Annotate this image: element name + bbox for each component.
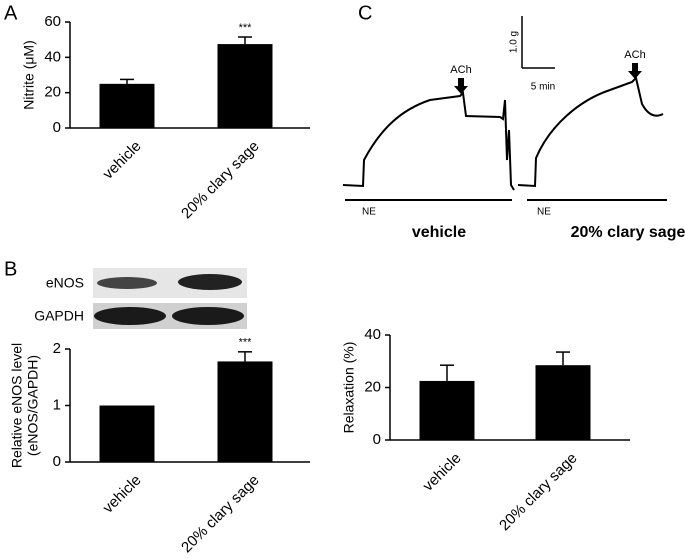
ne-label: NE [537, 207, 551, 218]
panel-label: B [4, 258, 17, 280]
y-tick-label: 40 [44, 48, 61, 65]
y-tick-label: 0 [373, 431, 381, 448]
blot: eNOS GAPDH [34, 268, 247, 329]
y-tick-label: 0 [53, 119, 61, 136]
bar [99, 83, 155, 128]
trace [342, 90, 515, 191]
y-axis-label: Relaxation (%) [341, 342, 357, 434]
significance: *** [239, 337, 253, 349]
blot-label: GAPDH [34, 308, 84, 324]
panel-label: C [358, 2, 372, 24]
ach-arrow [454, 78, 468, 94]
scale-time-label: 5 min [531, 82, 555, 93]
y-tick-label: 40 [364, 326, 381, 343]
ach-label: ACh [450, 64, 471, 76]
y-tick-label: 0 [53, 453, 61, 470]
blot-label: eNOS [46, 275, 84, 291]
blot-band [172, 307, 244, 325]
traces [342, 16, 667, 201]
y-axis-label: Relative eNOS level [9, 343, 25, 468]
bar [217, 44, 273, 129]
ne-label: NE [362, 207, 376, 218]
y-tick-label: 2 [53, 340, 61, 357]
bar [217, 361, 273, 462]
y-tick-label: 20 [44, 84, 61, 101]
significance: *** [239, 22, 253, 34]
y-tick-label: 20 [364, 378, 381, 395]
y-tick-label: 60 [44, 13, 61, 30]
trace [517, 76, 664, 188]
y-tick-label: 1 [53, 396, 61, 413]
bar [535, 365, 591, 440]
trace-group-label: 20% clary sage [571, 224, 685, 241]
bar [99, 405, 155, 462]
panel-label: A [4, 2, 18, 24]
blot-band [97, 277, 157, 289]
y-axis-label: Nitrite (μM) [21, 40, 37, 110]
y-axis-label: (eNOS/GAPDH) [25, 355, 41, 456]
scale-force-label: 1.0 g [509, 31, 520, 53]
ach-arrow [628, 63, 642, 79]
trace-group-label: vehicle [412, 224, 466, 241]
blot-band [94, 307, 166, 325]
blot-band [178, 274, 242, 290]
bar [419, 380, 475, 440]
ach-label: ACh [624, 49, 645, 61]
